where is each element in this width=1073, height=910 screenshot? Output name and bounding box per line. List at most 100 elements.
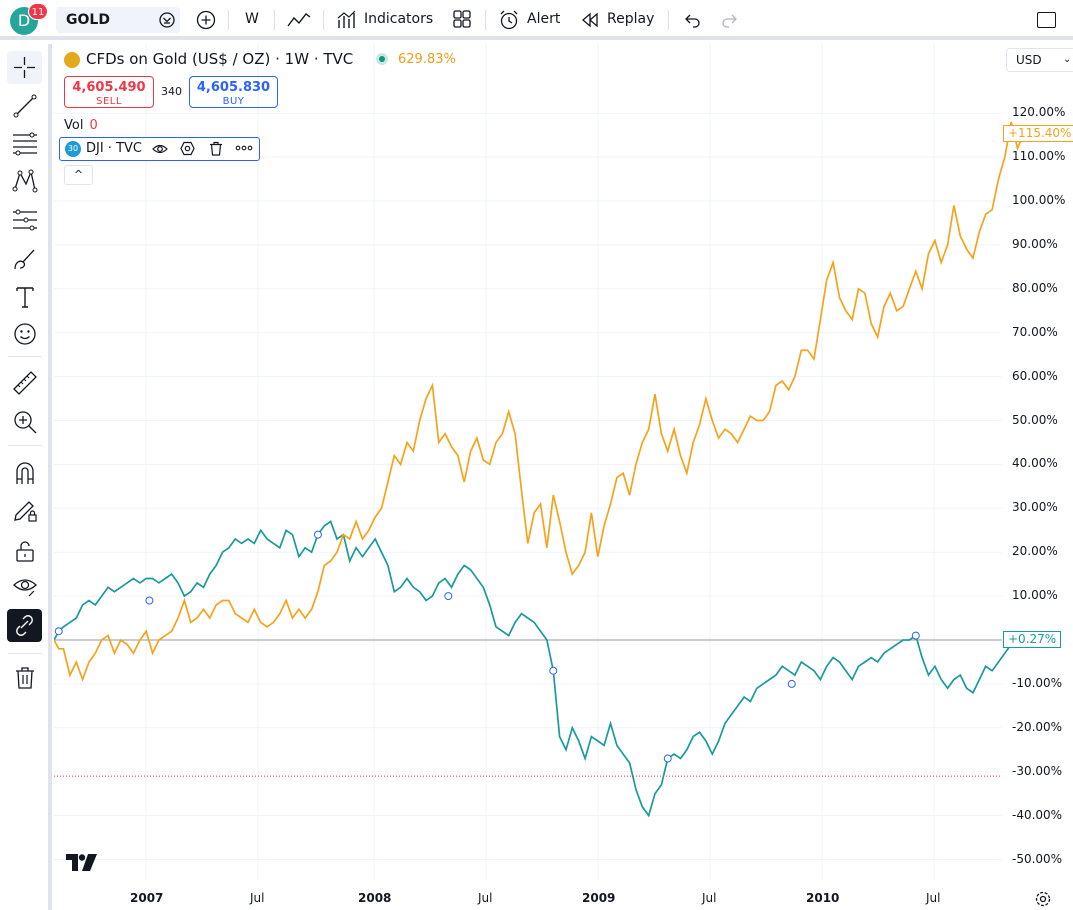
- eye-icon[interactable]: [152, 142, 168, 156]
- dji-point-marker[interactable]: [54, 627, 63, 636]
- gold-last-value-label: +115.40%: [1003, 125, 1073, 143]
- price-chart[interactable]: [54, 44, 1073, 910]
- y-tick-label: 10.00%: [1012, 588, 1058, 603]
- y-tick-label: 90.00%: [1012, 236, 1058, 251]
- y-tick-label: -40.00%: [1012, 807, 1063, 822]
- toolbar-separator: [668, 10, 669, 30]
- more-options-icon[interactable]: [235, 145, 253, 151]
- trash-icon[interactable]: [12, 664, 38, 690]
- toolbar-separator: [323, 10, 324, 30]
- interval-button[interactable]: W: [245, 11, 259, 27]
- gear-icon[interactable]: [1034, 890, 1052, 908]
- layout-grid-icon[interactable]: [452, 9, 472, 29]
- percent-change: 629.83%: [398, 52, 456, 67]
- lock-drawing-pencil-icon[interactable]: [12, 498, 38, 524]
- buy-button[interactable]: 4,605.830 BUY: [189, 76, 278, 108]
- top-toolbar: D 11 GOLD W Indicators Alert Replay: [0, 0, 1073, 40]
- dji-series-line: [54, 520, 1025, 818]
- x-tick-label: Jul: [478, 891, 493, 905]
- dji-point-marker[interactable]: [911, 631, 920, 640]
- chart-grid: [54, 44, 1002, 880]
- crosshair-icon: [14, 57, 35, 78]
- x-tick-label: Jul: [926, 891, 941, 905]
- forecast-tool-icon[interactable]: [12, 207, 38, 233]
- trend-line-icon[interactable]: [12, 93, 38, 119]
- toolbar-separator: [8, 445, 42, 446]
- y-tick-label: 20.00%: [1012, 544, 1058, 559]
- zoom-in-icon[interactable]: [12, 409, 38, 435]
- chart-type-line-icon[interactable]: [286, 9, 312, 31]
- toolbar-separator: [228, 10, 229, 30]
- x-tick-label: 2009: [582, 891, 616, 905]
- y-tick-label: -30.00%: [1012, 763, 1063, 778]
- brush-icon[interactable]: [12, 246, 38, 272]
- symbol-change-icon[interactable]: [158, 11, 176, 29]
- unlock-icon[interactable]: [12, 538, 38, 564]
- link-icon: [16, 615, 33, 636]
- y-tick-label: 40.00%: [1012, 456, 1058, 471]
- dji-point-marker[interactable]: [313, 530, 322, 539]
- dji-point-marker[interactable]: [663, 754, 672, 763]
- buy-price: 4,605.830: [196, 80, 271, 95]
- sell-label: SELL: [96, 96, 122, 107]
- y-tick-label: -20.00%: [1012, 719, 1063, 734]
- replay-icon[interactable]: [581, 9, 599, 31]
- dji-point-marker[interactable]: [787, 679, 796, 688]
- currency-select[interactable]: USD ⌄: [1006, 48, 1073, 72]
- notification-badge[interactable]: 11: [28, 3, 48, 20]
- x-tick-label: 2007: [130, 891, 164, 905]
- dji-last-value-label: +0.27%: [1003, 630, 1062, 648]
- dji-point-marker[interactable]: [549, 666, 558, 675]
- dji-markers: [54, 530, 1028, 763]
- compare-symbol-legend[interactable]: 30 DJI · TVC: [59, 137, 260, 161]
- alert-clock-icon[interactable]: [498, 9, 520, 31]
- visibility-eye-icon[interactable]: [12, 573, 38, 599]
- sell-button[interactable]: 4,605.490 SELL: [64, 76, 154, 108]
- symbol-text: GOLD: [66, 12, 110, 28]
- fullscreen-icon[interactable]: [1037, 12, 1056, 28]
- dji-logo-badge: 30: [65, 141, 81, 157]
- crosshair-tool[interactable]: [7, 51, 42, 84]
- compare-symbol-label: DJI · TVC: [86, 141, 142, 156]
- magnet-icon[interactable]: [12, 460, 38, 486]
- y-tick-label: 80.00%: [1012, 280, 1058, 295]
- ruler-icon[interactable]: [12, 370, 38, 396]
- text-tool-icon[interactable]: [12, 284, 38, 310]
- chevron-down-icon: ⌄: [1063, 54, 1072, 65]
- indicators-button[interactable]: Indicators: [364, 11, 434, 27]
- y-tick-label: 100.00%: [1012, 193, 1066, 207]
- sell-price: 4,605.490: [72, 80, 146, 95]
- dji-point-marker[interactable]: [444, 592, 453, 601]
- fib-retracement-icon[interactable]: [12, 131, 38, 157]
- toolbar-separator: [8, 653, 42, 654]
- alert-button[interactable]: Alert: [527, 11, 561, 27]
- tradingview-logo-icon[interactable]: [66, 854, 98, 872]
- symbol-title[interactable]: CFDs on Gold (US$ / OZ) · 1W · TVC: [86, 50, 354, 68]
- emoji-icon[interactable]: [12, 321, 38, 347]
- undo-icon[interactable]: [683, 9, 701, 31]
- y-tick-label: 30.00%: [1012, 500, 1058, 515]
- pattern-tool-icon[interactable]: [12, 168, 38, 194]
- gold-series-line: [54, 121, 1025, 682]
- settings-icon[interactable]: [180, 141, 195, 156]
- x-tick-label: 2008: [358, 891, 392, 905]
- y-tick-label: 70.00%: [1012, 324, 1058, 339]
- market-open-icon: [376, 53, 388, 65]
- compare-add-icon[interactable]: [195, 9, 217, 31]
- y-tick-label: -10.00%: [1012, 675, 1063, 690]
- link-tool[interactable]: [7, 609, 42, 642]
- redo-icon[interactable]: [721, 9, 739, 31]
- y-tick-label: -50.00%: [1012, 851, 1063, 866]
- collapse-legend-button[interactable]: ^: [64, 165, 93, 185]
- volume-legend[interactable]: Vol 0: [64, 118, 98, 133]
- delete-icon[interactable]: [209, 141, 223, 156]
- volume-label: Vol: [64, 118, 84, 133]
- symbol-search[interactable]: GOLD: [56, 7, 180, 33]
- toolbar-separator: [485, 10, 486, 30]
- y-tick-label: 120.00%: [1012, 105, 1066, 120]
- dji-point-marker[interactable]: [145, 596, 154, 605]
- toolbar-separator: [8, 356, 42, 357]
- replay-button[interactable]: Replay: [607, 11, 655, 27]
- x-tick-label: Jul: [702, 891, 717, 905]
- indicators-icon[interactable]: [336, 9, 358, 31]
